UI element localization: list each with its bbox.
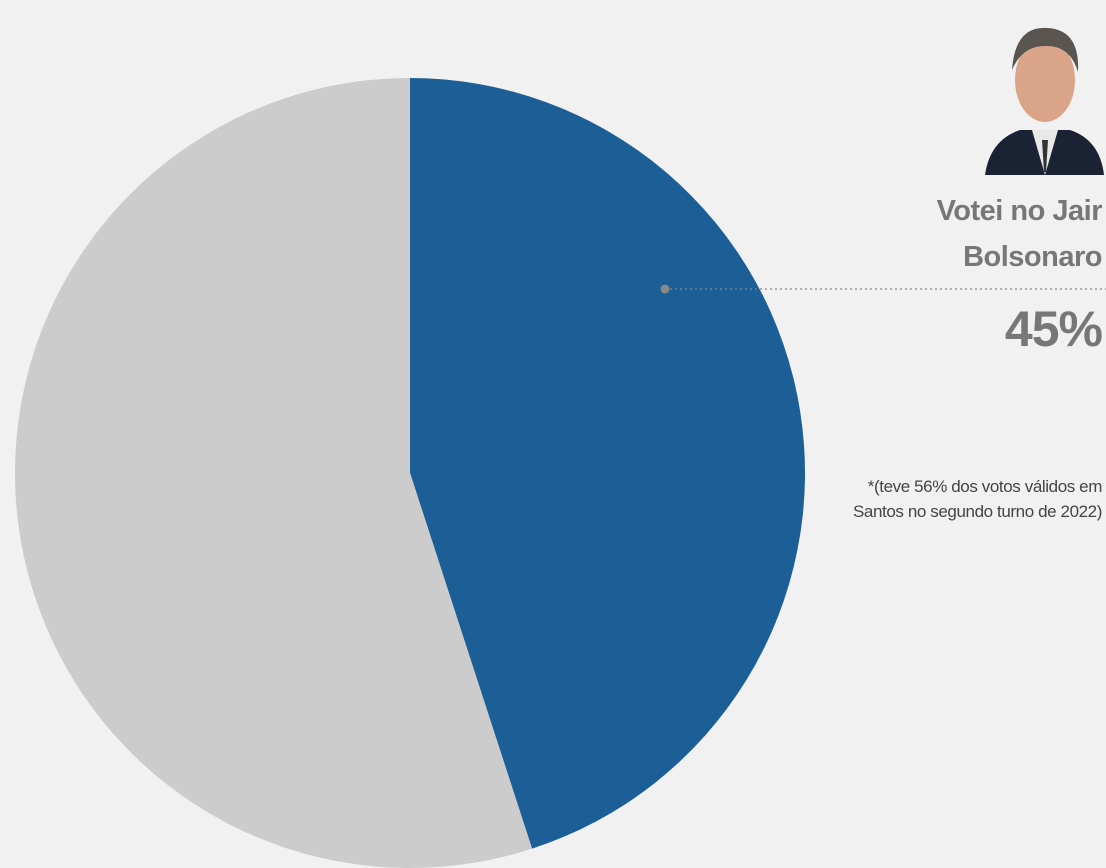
- category-label: Votei no Jair Bolsonaro: [936, 195, 1103, 273]
- portrait: [985, 27, 1104, 175]
- leader-dot: [660, 284, 670, 294]
- value-label: 45%: [1004, 301, 1103, 357]
- annotation: *(teve 56% dos votos válidos em Santos n…: [852, 477, 1102, 521]
- pie-slice: [410, 78, 805, 849]
- pie-slice: [15, 78, 533, 868]
